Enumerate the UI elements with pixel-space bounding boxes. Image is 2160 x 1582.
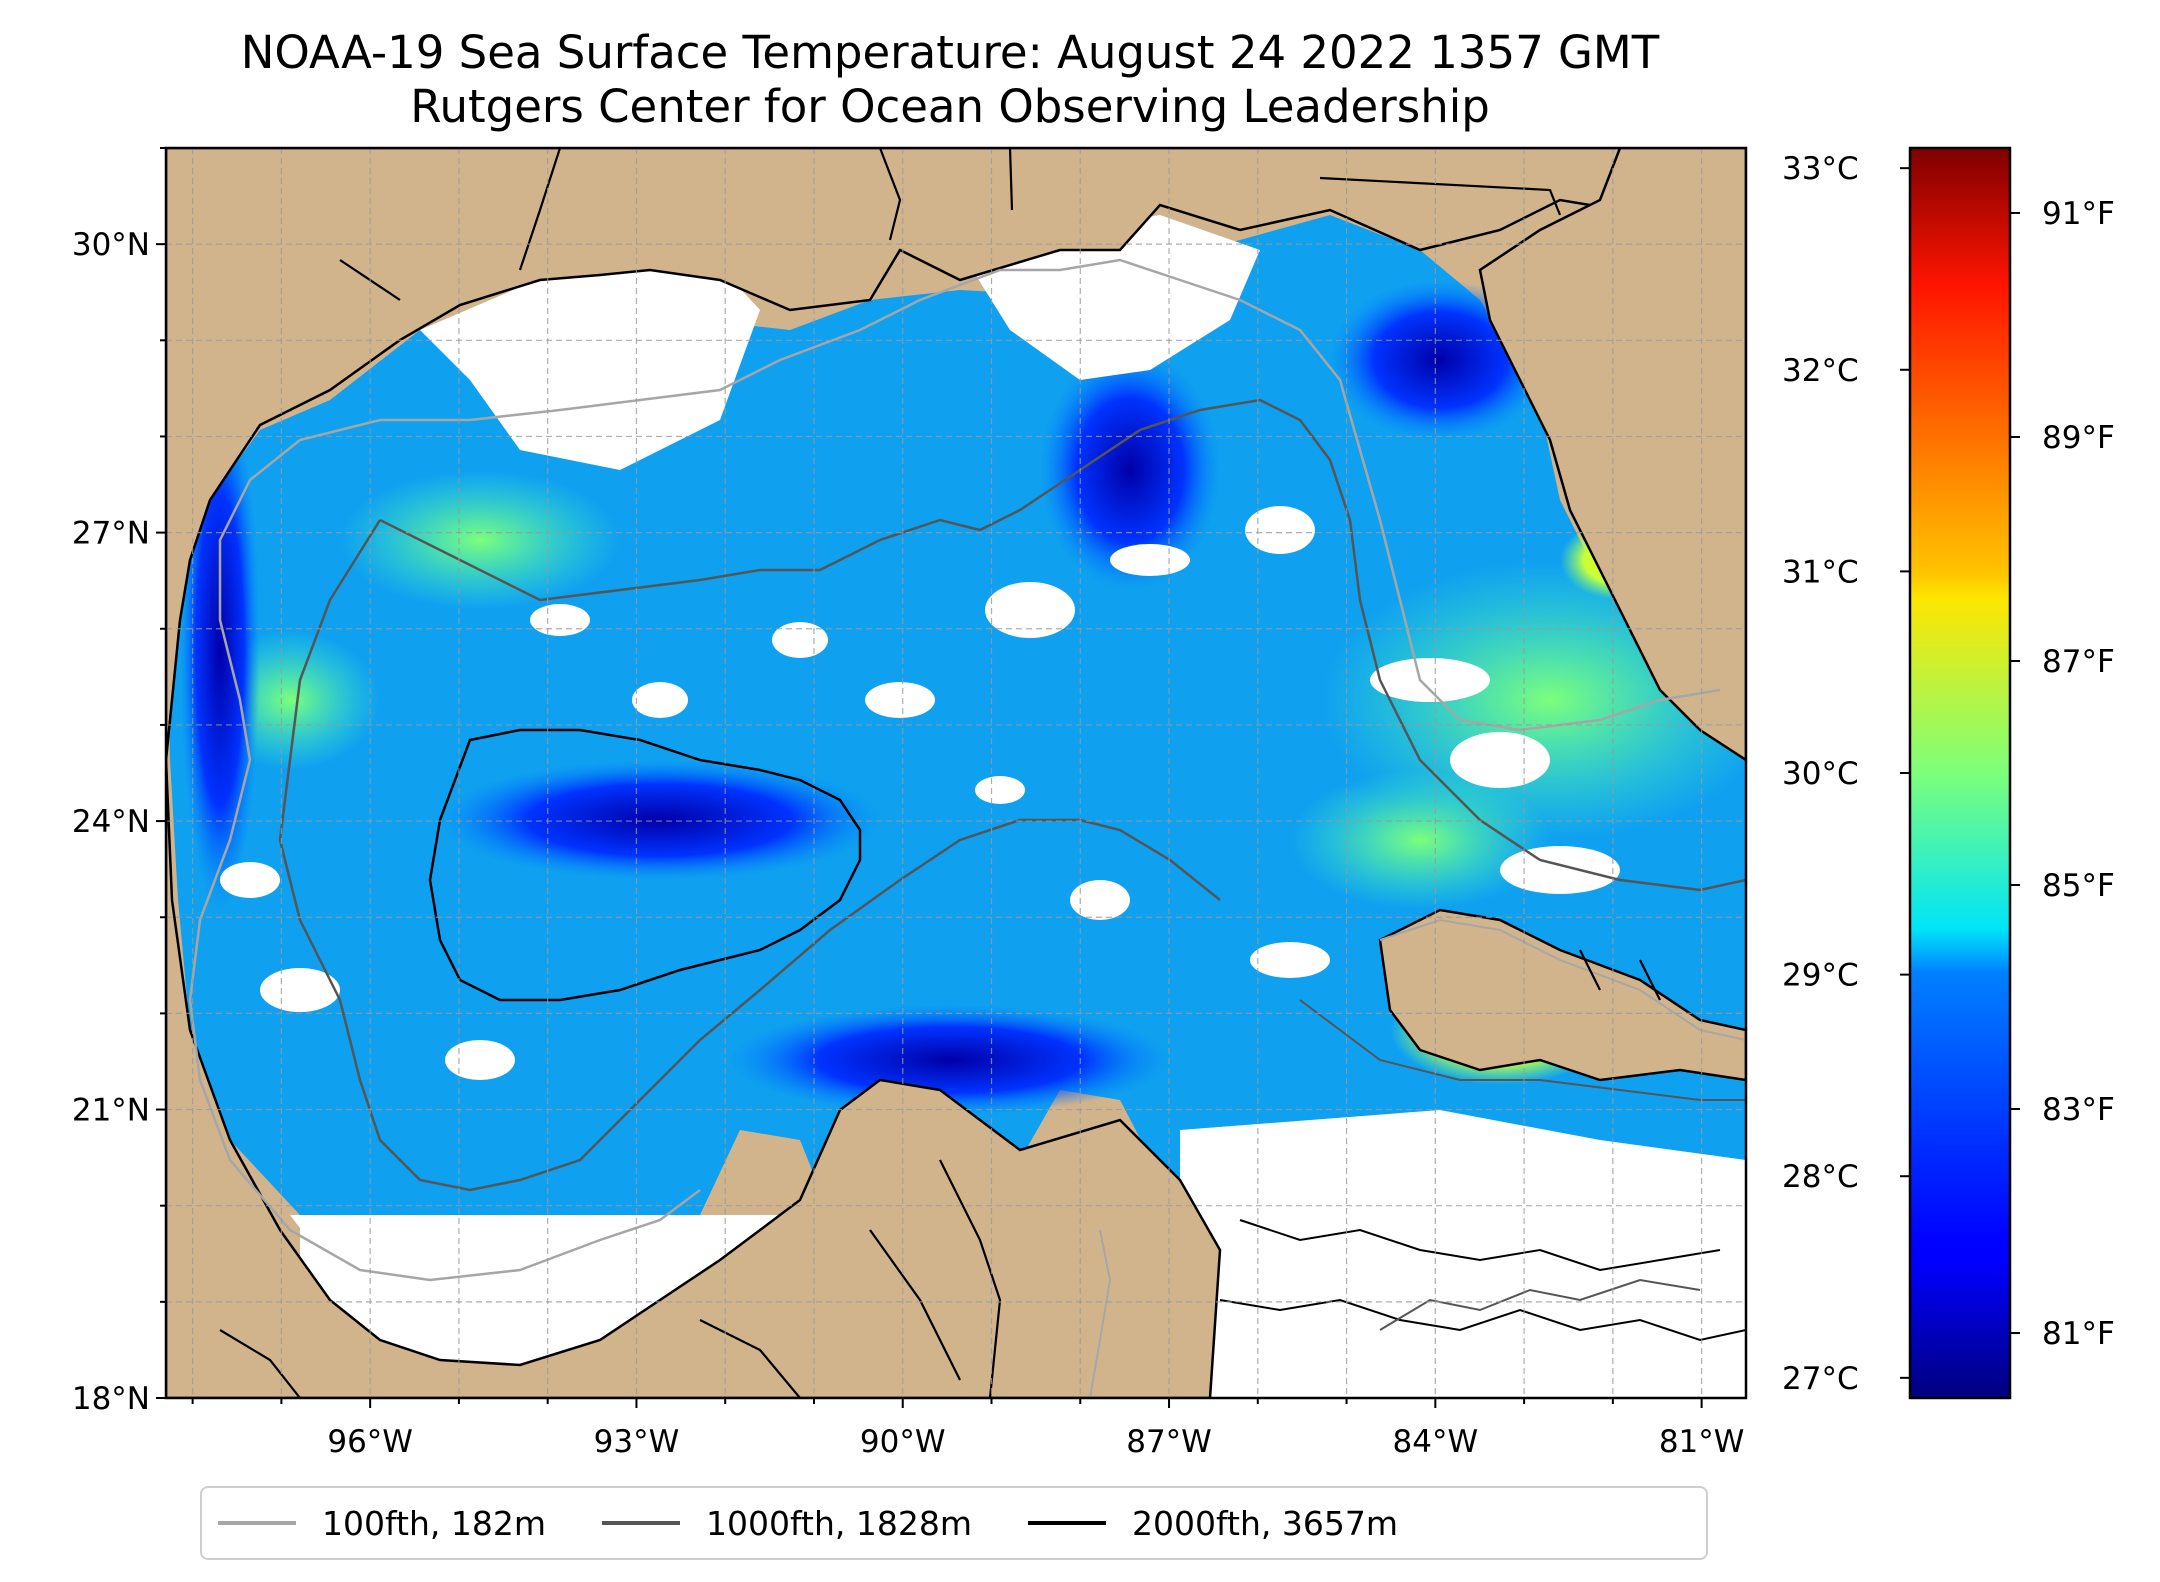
contour-100fth [299, 258, 1721, 732]
longitude-tick-label: 87°W [1126, 1424, 1212, 1460]
celsius-tick-label: 28°C [1782, 1159, 1859, 1195]
sst-patch [440, 760, 880, 880]
map-title-line2: Rutgers Center for Ocean Observing Leade… [410, 80, 1490, 133]
sst-patch [1040, 350, 1220, 590]
border-line [1319, 176, 1562, 216]
cloud-mask-patch [1110, 544, 1190, 576]
legend-swatch-100fth [218, 1521, 296, 1525]
contour-100fth [188, 439, 701, 1282]
colorbar-fahrenheit-axis: 91°F 89°F 87°F 85°F 83°F 81°F [2010, 196, 2115, 1352]
contour-2000fth [428, 728, 862, 1002]
celsius-tick-label: 27°C [1782, 1361, 1859, 1397]
map-area [166, 148, 1746, 1398]
map-title-line1: NOAA-19 Sea Surface Temperature: August … [240, 26, 1660, 79]
contour-100fth [1379, 918, 1746, 1041]
contour-2000fth [1239, 1219, 1721, 1272]
bathymetry-contours [188, 258, 1746, 1398]
celsius-tick-label: 31°C [1782, 554, 1859, 590]
celsius-tick-label: 33°C [1782, 151, 1859, 187]
cloud-mask-patch [420, 245, 760, 470]
legend-label-1000fth: 1000fth, 1828m [706, 1503, 972, 1543]
latitude-axis: 30°N 27°N 24°N 21°N 18°N [72, 147, 166, 1417]
border-line [1639, 959, 1661, 1001]
cloud-mask-patch [530, 604, 590, 636]
cloud-mask-patch [1500, 846, 1620, 894]
border-line [1008, 148, 1014, 211]
latitude-tick-label: 21°N [72, 1093, 150, 1129]
sst-patch [340, 470, 620, 610]
colorbar: 33°C 32°C 31°C 30°C 29°C 28°C 27°C 91°F 89°F 87°… [1782, 146, 2115, 1400]
celsius-tick-label: 32°C [1782, 353, 1859, 389]
cloud-mask-patch [865, 682, 935, 718]
cloud-mask-patch [772, 622, 828, 658]
latitude-tick-label: 18°N [72, 1381, 150, 1417]
legend-entry-100fth: 100fth, 182m [218, 1504, 546, 1543]
border-line [1579, 949, 1601, 991]
cloud-mask-patch [975, 776, 1025, 804]
cloud-mask-patch [1180, 1110, 1746, 1215]
fahrenheit-tick-label: 85°F [2042, 868, 2115, 904]
fahrenheit-tick-label: 91°F [2042, 196, 2115, 232]
colorbar-gradient [1908, 146, 2012, 1400]
gulf-water-base [166, 215, 1746, 1215]
fahrenheit-tick-label: 83°F [2042, 1092, 2115, 1128]
latitude-tick-label: 30°N [72, 227, 150, 263]
border-line [219, 1329, 301, 1398]
legend-swatch-1000fth [602, 1521, 680, 1525]
contour-1000fth [278, 519, 1221, 1192]
border-line [939, 1159, 1002, 1398]
contour-100fth [1089, 1229, 1112, 1398]
border-line [869, 1229, 961, 1381]
legend-label-2000fth: 2000fth, 3657m [1131, 1503, 1398, 1543]
cloud-mask-patch [1450, 732, 1550, 788]
longitude-axis: 96°W 93°W 90°W 87°W 84°W 81°W [191, 1398, 1745, 1460]
gridlines [166, 148, 1746, 1398]
fahrenheit-tick-label: 89°F [2042, 420, 2115, 456]
cloud-mask-patch [260, 968, 340, 1012]
cloud-mask-patch [985, 582, 1075, 638]
contour-2000fth [1219, 1298, 1746, 1342]
cloud-mask-patch [445, 1040, 515, 1080]
fahrenheit-tick-label: 87°F [2042, 644, 2115, 680]
longitude-tick-label: 90°W [860, 1424, 946, 1460]
longitude-tick-label: 96°W [327, 1424, 413, 1460]
bathymetry-legend: 100fth, 182m 1000fth, 1828m 2000fth, 365… [200, 1486, 1708, 1560]
sst-patch [1290, 770, 1550, 910]
longitude-tick-label: 93°W [594, 1424, 680, 1460]
legend-label-100fth: 100fth, 182m [322, 1503, 546, 1543]
sst-patch [730, 1005, 1170, 1115]
cloud-mask-patch [1070, 880, 1130, 920]
legend-swatch-2000fth [1027, 1521, 1106, 1525]
longitude-tick-label: 84°W [1393, 1424, 1479, 1460]
landmass-north-america [166, 148, 1622, 761]
latitude-tick-label: 24°N [72, 804, 150, 840]
colorbar-celsius-axis: 33°C 32°C 31°C 30°C 29°C 28°C 27°C [1782, 151, 1910, 1397]
legend-entry-1000fth: 1000fth, 1828m [602, 1504, 972, 1543]
border-line [699, 1319, 801, 1398]
legend-entry-2000fth: 2000fth, 3657m [1027, 1503, 1398, 1543]
contour-1000fth [379, 398, 1746, 892]
cloud-mask-patch [632, 682, 688, 718]
latitude-tick-label: 27°N [72, 516, 150, 552]
cloud-mask-patch [290, 1215, 700, 1380]
cloud-mask-patch [1370, 658, 1490, 702]
celsius-tick-label: 30°C [1782, 756, 1859, 792]
border-line [518, 148, 562, 271]
contour-1000fth [1299, 999, 1746, 1101]
map-frame [164, 146, 1748, 1400]
contour-1000fth [1379, 1278, 1701, 1331]
cloud-mask-patch [1245, 506, 1315, 554]
coastline [166, 148, 1746, 1398]
cloud-mask-patch [1250, 942, 1330, 978]
fahrenheit-tick-label: 81°F [2042, 1316, 2115, 1352]
cloud-mask-patch [220, 862, 280, 898]
landmass-cuba [1378, 908, 1746, 1082]
longitude-tick-label: 81°W [1659, 1424, 1745, 1460]
celsius-tick-label: 29°C [1782, 958, 1859, 994]
border-line [878, 148, 902, 241]
